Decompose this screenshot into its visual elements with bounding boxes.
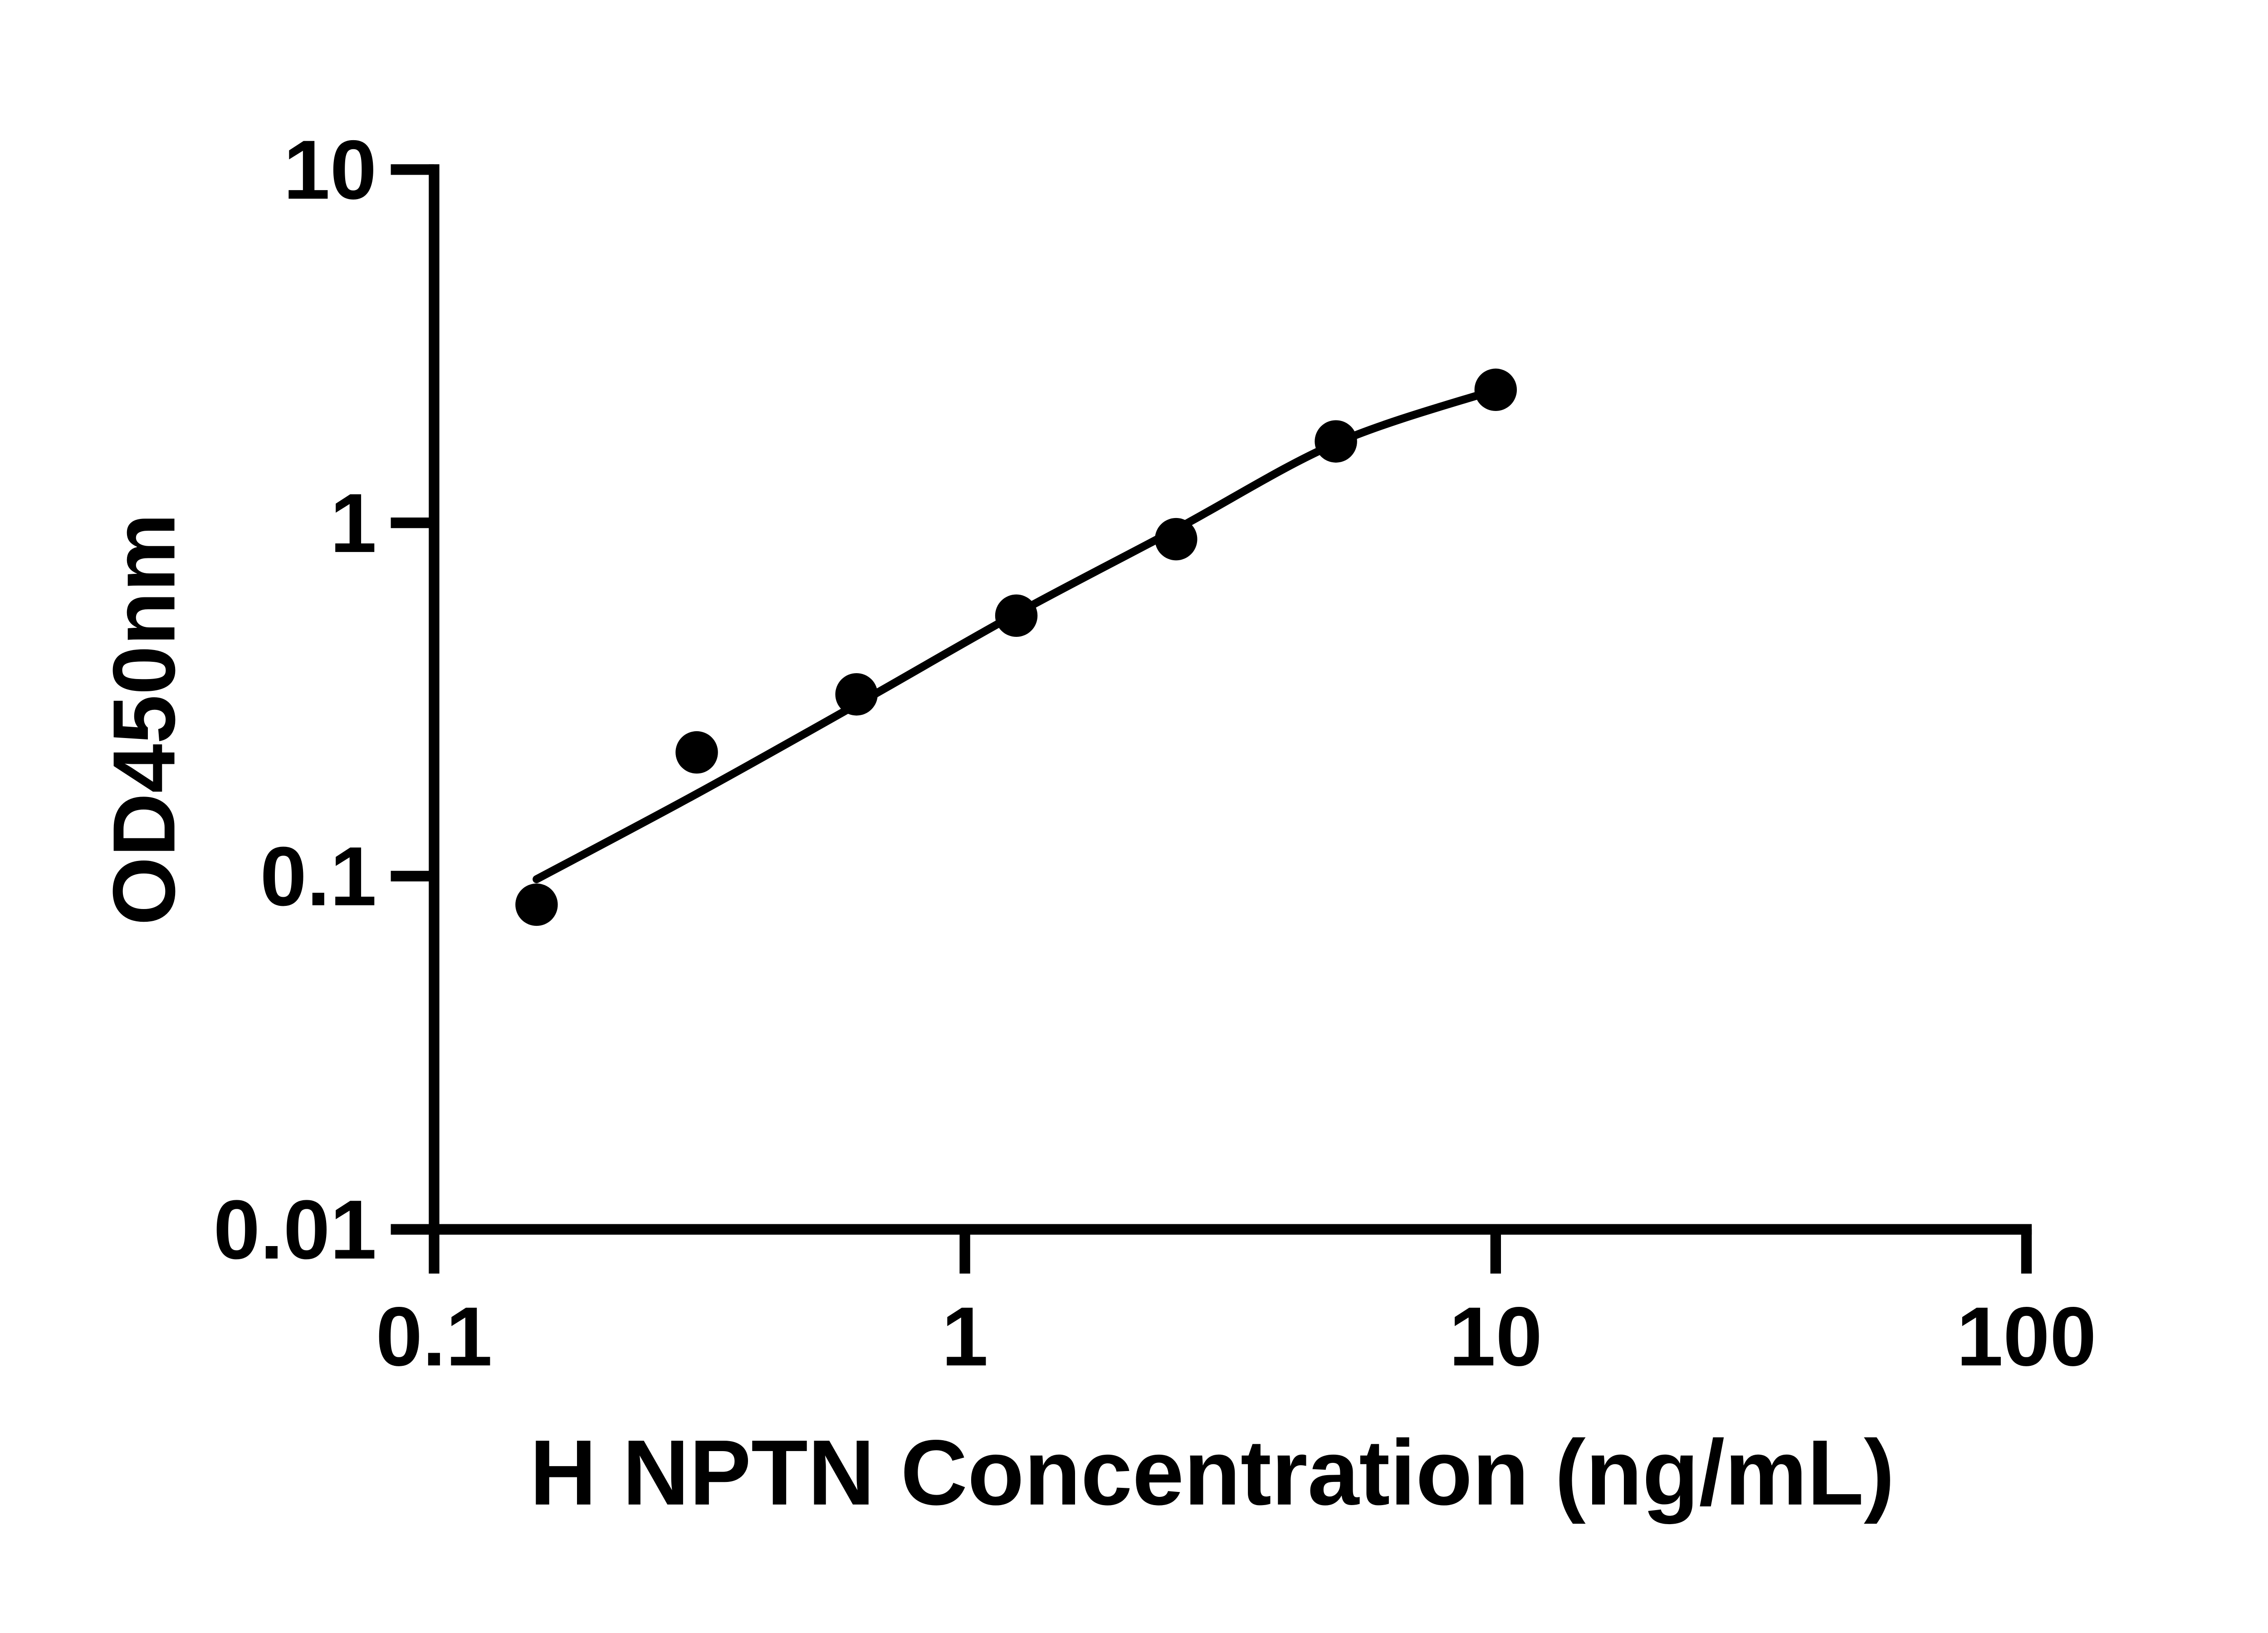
tick-layer (391, 164, 2032, 1274)
data-point (1155, 518, 1198, 561)
x-axis-title: H NPTN Concentration (ng/mL) (530, 1421, 1895, 1525)
data-point (1315, 420, 1357, 463)
data-point (995, 594, 1038, 637)
data-point-layer (515, 368, 1517, 926)
axes-layer (429, 164, 2032, 1235)
y-tick-label: 0.01 (213, 1183, 376, 1276)
x-tick-label: 1 (942, 1290, 988, 1384)
y-tick-label: 1 (330, 477, 377, 570)
data-point (515, 883, 558, 926)
y-axis-title: OD450nm (95, 513, 194, 925)
x-tick-label: 0.1 (376, 1290, 492, 1384)
data-point (835, 673, 878, 716)
data-point (675, 731, 718, 774)
y-tick-label: 10 (284, 123, 377, 217)
data-point (1474, 368, 1517, 411)
x-tick-label: 10 (1449, 1290, 1542, 1384)
y-tick-label: 0.1 (260, 830, 376, 924)
x-tick-label: 100 (1956, 1290, 2097, 1384)
